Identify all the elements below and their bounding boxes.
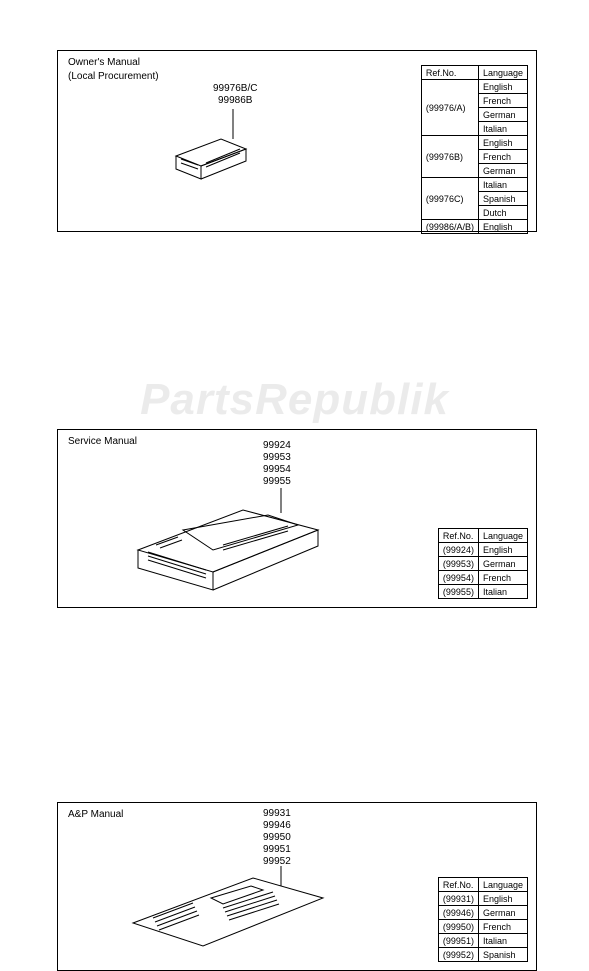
owner-r3-ref: (99986/A/B) bbox=[421, 220, 478, 234]
owner-r1-l1: French bbox=[478, 150, 527, 164]
ap-table: Ref.No. Language (99931) English (99946)… bbox=[438, 877, 528, 962]
service-ref-2: 99954 bbox=[263, 464, 291, 476]
owner-r2-l1: Spanish bbox=[478, 192, 527, 206]
owner-r1-ref: (99976B) bbox=[421, 136, 478, 178]
ap-r1-ref: (99946) bbox=[438, 906, 478, 920]
owner-r3-l0: English bbox=[478, 220, 527, 234]
service-r3-l0: Italian bbox=[478, 585, 527, 599]
ap-r0-l0: English bbox=[478, 892, 527, 906]
service-ref-1: 99953 bbox=[263, 452, 291, 464]
service-panel: Service Manual 99924 99953 99954 bbox=[57, 429, 537, 608]
ap-r0-ref: (99931) bbox=[438, 892, 478, 906]
ap-ref-0: 99931 bbox=[263, 808, 291, 820]
ap-leader-line bbox=[276, 866, 306, 891]
service-title: Service Manual bbox=[68, 436, 137, 447]
owner-r0-l0: English bbox=[478, 80, 527, 94]
service-r2-l0: French bbox=[478, 571, 527, 585]
owner-th-ref: Ref.No. bbox=[421, 66, 478, 80]
owner-r2-ref: (99976C) bbox=[421, 178, 478, 220]
owner-r0-l1: French bbox=[478, 94, 527, 108]
owner-r1-l2: German bbox=[478, 164, 527, 178]
service-r0-ref: (99924) bbox=[438, 543, 478, 557]
service-r1-l0: German bbox=[478, 557, 527, 571]
owner-ref-1: 99986B bbox=[213, 95, 257, 107]
ap-r4-ref: (99952) bbox=[438, 948, 478, 962]
ap-r2-l0: French bbox=[478, 920, 527, 934]
owner-table: Ref.No. Language (99976/A) English Frenc… bbox=[421, 65, 528, 234]
service-ref-labels: 99924 99953 99954 99955 bbox=[263, 440, 291, 488]
ap-th-lang: Language bbox=[478, 878, 527, 892]
owner-r0-ref: (99976/A) bbox=[421, 80, 478, 136]
service-ref-3: 99955 bbox=[263, 476, 291, 488]
service-table: Ref.No. Language (99924) English (99953)… bbox=[438, 528, 528, 599]
service-r3-ref: (99955) bbox=[438, 585, 478, 599]
service-r0-l0: English bbox=[478, 543, 527, 557]
ap-ref-2: 99950 bbox=[263, 832, 291, 844]
service-r2-ref: (99954) bbox=[438, 571, 478, 585]
owner-subtitle: (Local Procurement) bbox=[68, 71, 159, 82]
service-th-lang: Language bbox=[478, 529, 527, 543]
service-leader-line bbox=[276, 488, 306, 518]
ap-r3-l0: Italian bbox=[478, 934, 527, 948]
owner-r2-l0: Italian bbox=[478, 178, 527, 192]
owner-th-lang: Language bbox=[478, 66, 527, 80]
owner-leader-line bbox=[228, 109, 258, 149]
owner-r2-l2: Dutch bbox=[478, 206, 527, 220]
ap-panel: A&P Manual 99931 99946 99950 99951 99952 bbox=[57, 802, 537, 971]
owner-r0-l2: German bbox=[478, 108, 527, 122]
ap-ref-3: 99951 bbox=[263, 844, 291, 856]
service-r1-ref: (99953) bbox=[438, 557, 478, 571]
owner-r1-l0: English bbox=[478, 136, 527, 150]
ap-r3-ref: (99951) bbox=[438, 934, 478, 948]
service-th-ref: Ref.No. bbox=[438, 529, 478, 543]
ap-r4-l0: Spanish bbox=[478, 948, 527, 962]
ap-ref-1: 99946 bbox=[263, 820, 291, 832]
owner-r0-l3: Italian bbox=[478, 122, 527, 136]
ap-th-ref: Ref.No. bbox=[438, 878, 478, 892]
ap-title: A&P Manual bbox=[68, 809, 123, 820]
ap-r1-l0: German bbox=[478, 906, 527, 920]
owner-ref-0: 99976B/C bbox=[213, 83, 257, 95]
ap-r2-ref: (99950) bbox=[438, 920, 478, 934]
owner-panel: Owner's Manual (Local Procurement) 99976… bbox=[57, 50, 537, 232]
owner-title: Owner's Manual bbox=[68, 57, 140, 68]
ap-ref-labels: 99931 99946 99950 99951 99952 bbox=[263, 808, 291, 868]
service-ref-0: 99924 bbox=[263, 440, 291, 452]
owner-ref-labels: 99976B/C 99986B bbox=[213, 83, 257, 107]
